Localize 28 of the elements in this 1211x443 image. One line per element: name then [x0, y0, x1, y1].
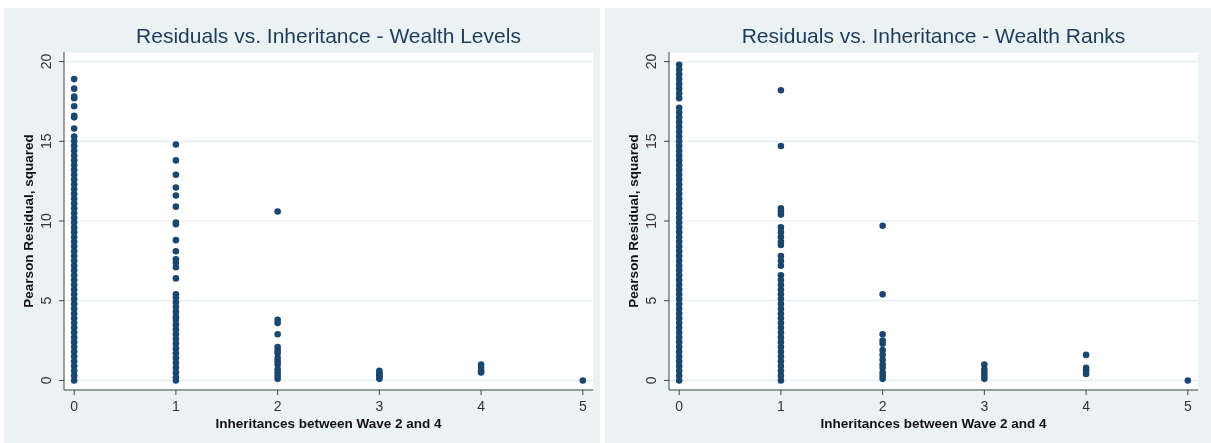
x-tick-label: 4: [477, 397, 486, 414]
x-tick-label: 3: [375, 397, 384, 414]
x-axis-title: Inheritances between Wave 2 and 4: [215, 416, 443, 431]
x-tick-label: 5: [578, 397, 587, 414]
chart-title: Residuals vs. Inheritance - Wealth Levels: [135, 23, 522, 49]
y-tick-label: 20: [643, 53, 659, 70]
x-tick-label: 5: [1183, 397, 1192, 414]
y-tick-label: 5: [643, 296, 659, 305]
x-tick-label: 0: [70, 397, 79, 414]
chart-title: Residuals vs. Inheritance - Wealth Ranks: [740, 23, 1127, 49]
y-tick-label: 0: [38, 376, 54, 385]
x-tick-label: 4: [1082, 397, 1091, 414]
y-tick-label: 5: [38, 296, 54, 305]
x-tick-label: 3: [980, 397, 989, 414]
y-tick-label: 20: [38, 53, 54, 70]
x-tick-label: 2: [878, 397, 887, 414]
x-tick-label: 0: [675, 397, 684, 414]
y-tick-label: 15: [38, 133, 54, 150]
x-tick-label: 2: [273, 397, 282, 414]
y-tick-label: 10: [643, 213, 659, 229]
y-axis-title: Pearson Residual, squared: [20, 134, 36, 308]
x-tick-label: 1: [777, 397, 786, 414]
y-tick-label: 15: [643, 133, 659, 150]
x-tick-label: 1: [172, 397, 181, 414]
x-axis-title: Inheritances between Wave 2 and 4: [820, 416, 1048, 431]
y-axis-title: Pearson Residual, squared: [625, 134, 641, 308]
y-tick-label: 0: [643, 376, 659, 385]
y-tick-label: 10: [38, 213, 54, 229]
